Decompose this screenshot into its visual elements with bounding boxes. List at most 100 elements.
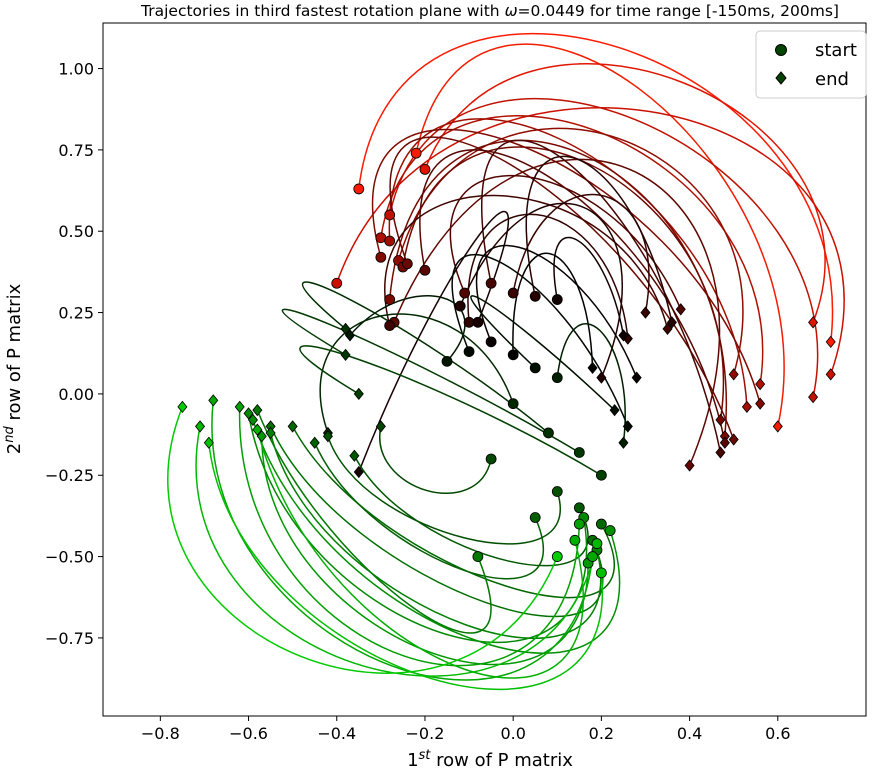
start-marker-6: [384, 235, 396, 247]
trajectory-line-16: [384, 194, 669, 330]
end-marker-33: [375, 420, 386, 433]
end-marker-45: [208, 394, 219, 407]
x-tick-label: 0.6: [765, 724, 790, 743]
trajectory-line-2: [424, 63, 826, 323]
end-marker-7: [728, 368, 739, 381]
end-marker-3: [825, 368, 836, 381]
start-marker-32: [595, 469, 607, 481]
y-tick-label: −0.25: [45, 466, 94, 485]
legend-start-label: start: [815, 40, 857, 61]
trajectory-line-32: [299, 345, 602, 476]
y-tick-label: 0.75: [58, 141, 94, 160]
trajectory-line-29: [319, 313, 514, 434]
start-marker-26: [529, 362, 541, 374]
end-marker-13: [719, 436, 730, 449]
start-marker-48: [595, 567, 607, 579]
start-marker-13: [419, 264, 431, 276]
end-marker-35: [349, 449, 360, 462]
trajectory-line-43: [261, 436, 589, 666]
trajectory-line-12: [393, 158, 721, 466]
start-marker-17: [507, 287, 519, 299]
trajectory-line-1: [415, 43, 785, 427]
end-marker-23: [631, 371, 642, 384]
start-marker-11: [401, 258, 413, 270]
trajectory-line-4: [388, 97, 819, 398]
trajectory-line-8: [372, 128, 761, 404]
end-marker-40: [265, 426, 276, 440]
end-marker-5: [755, 378, 766, 391]
trajectory-line-3: [336, 107, 845, 375]
trajectory-line-0: [358, 33, 834, 342]
trajectory-line-26: [470, 295, 616, 411]
trajectory-line-37: [291, 426, 616, 599]
start-marker-4: [384, 209, 396, 221]
start-marker-31: [573, 447, 585, 458]
x-tick-label: 0.2: [589, 724, 614, 743]
trajectory-line-47: [195, 426, 598, 677]
legend-start-marker: [775, 44, 787, 56]
x-axis-label-rest: row of P matrix: [430, 750, 573, 770]
end-marker-43: [256, 430, 267, 443]
trajectory-line-18: [467, 213, 629, 339]
start-marker-28: [551, 372, 563, 384]
trajectory-line-20: [459, 202, 623, 378]
trajectory-markers: [177, 147, 836, 579]
trajectory-line-45: [211, 400, 594, 681]
end-marker-11: [728, 433, 739, 446]
trajectory-line-44: [238, 406, 581, 667]
trajectory-line-40: [269, 432, 602, 639]
y-axis: −0.75 −0.50 −0.25 0.00 0.25 0.50 0.75 1.00: [45, 60, 103, 648]
start-marker-9: [384, 294, 396, 305]
data-layer: [167, 33, 845, 691]
start-marker-19: [529, 290, 541, 302]
end-marker-49: [177, 400, 188, 414]
end-marker-39: [252, 404, 263, 417]
start-marker-30: [543, 427, 554, 439]
start-marker-20: [454, 300, 466, 312]
end-marker-37: [287, 420, 298, 433]
trajectory-line-13: [419, 149, 726, 443]
start-marker-15: [485, 277, 497, 289]
end-marker-34: [322, 430, 333, 443]
start-marker-39: [472, 551, 484, 562]
end-marker-4: [808, 391, 819, 404]
trajectory-line-23: [475, 244, 638, 378]
trajectory-line-11: [389, 136, 735, 440]
y-tick-label: 0.25: [58, 304, 94, 323]
x-axis-label-sup: st: [419, 748, 432, 763]
legend-end-marker: [775, 71, 787, 85]
end-marker-44: [234, 400, 245, 414]
trajectory-line-15: [481, 139, 722, 453]
start-marker-47: [591, 538, 603, 549]
x-tick-label: −0.4: [317, 724, 356, 743]
trajectory-line-10: [402, 146, 725, 421]
trajectory-line-49: [167, 406, 558, 674]
trajectory-line-22: [553, 236, 625, 336]
end-marker-12: [684, 459, 695, 472]
end-marker-42: [247, 413, 258, 427]
trajectory-line-7: [397, 127, 744, 375]
trajectory-line-28: [556, 323, 626, 443]
start-marker-33: [485, 453, 497, 465]
start-marker-42: [604, 525, 616, 536]
start-marker-23: [485, 336, 497, 348]
end-marker-47: [195, 420, 206, 433]
trajectory-line-46: [256, 429, 584, 679]
legend: start end: [755, 30, 867, 99]
end-marker-6: [741, 400, 752, 414]
x-tick-label: −0.8: [141, 724, 180, 743]
trajectory-line-31: [281, 308, 580, 454]
start-marker-8: [375, 251, 387, 263]
end-marker-25: [622, 420, 633, 433]
end-marker-2: [808, 316, 819, 329]
start-marker-24: [507, 349, 519, 361]
x-axis-label: 1st row of P matrix: [407, 748, 573, 770]
y-tick-label: 0.50: [58, 222, 94, 241]
trajectory-line-33: [379, 426, 492, 495]
end-marker-41: [243, 407, 254, 420]
y-tick-label: 0.00: [58, 385, 94, 404]
x-tick-label: 0.0: [500, 724, 525, 743]
legend-end-label: end: [815, 69, 849, 90]
x-tick-label: −0.6: [229, 724, 268, 743]
